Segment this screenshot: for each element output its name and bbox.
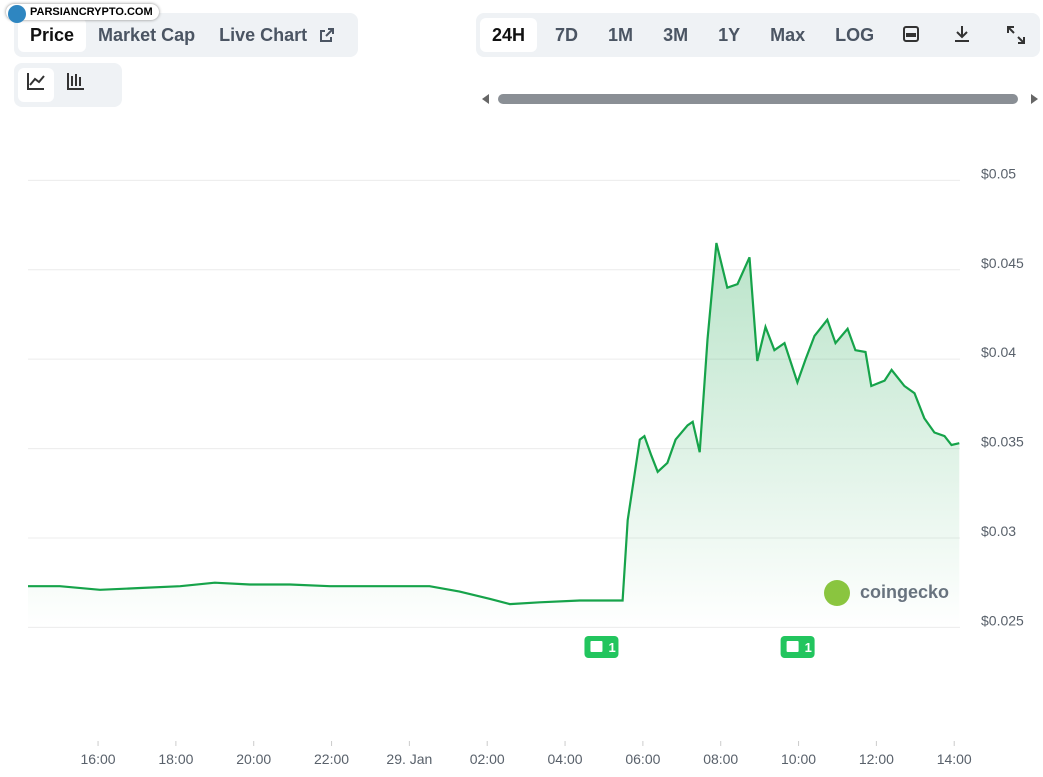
x-tick-label: 08:00 <box>703 751 738 767</box>
news-marker[interactable]: 1 <box>780 636 815 658</box>
news-count: 1 <box>805 640 812 655</box>
range[interactable]: 3M <box>663 25 689 45</box>
range[interactable]: 1M <box>608 25 634 45</box>
tab-group: Price Market Cap Live Chart <box>14 13 358 57</box>
price-line <box>28 242 960 606</box>
range[interactable]: Max <box>770 25 806 45</box>
y-tick-label: $0.05 <box>981 165 1016 181</box>
range[interactable]: 7D <box>555 25 579 45</box>
y-tick-label: $0.035 <box>981 434 1024 450</box>
y-tick-label: $0.045 <box>981 255 1024 271</box>
news-icon <box>786 641 799 652</box>
x-tick-label: 20:00 <box>236 751 271 767</box>
x-tick-label: 10:00 <box>781 751 816 767</box>
x-tick-label: 29. Jan <box>386 751 432 767</box>
x-tick-label: 04:00 <box>548 751 583 767</box>
tab[interactable]: Live Chart <box>219 25 308 45</box>
scrollbar[interactable] <box>480 90 1040 108</box>
x-tick-label: 16:00 <box>81 751 116 767</box>
y-tick-label: $0.03 <box>981 523 1016 539</box>
range[interactable]: 1Y <box>718 25 741 45</box>
external-icon <box>320 28 335 42</box>
x-tick-label: 18:00 <box>158 751 193 767</box>
x-tick-label: 06:00 <box>625 751 660 767</box>
range-group: 24H 7D 1M 3M 1Y Max LOG <box>476 13 1040 57</box>
x-tick-label: 12:00 <box>859 751 894 767</box>
news-icon <box>590 641 603 652</box>
candle-chart-button[interactable] <box>54 68 98 102</box>
x-tick-label: 02:00 <box>470 751 505 767</box>
tab[interactable]: Price <box>18 18 87 52</box>
area <box>28 243 960 628</box>
line-chart-button[interactable] <box>18 68 54 102</box>
x-tick-label: 14:00 <box>937 751 972 767</box>
tab[interactable]: Market Cap <box>98 25 196 45</box>
news-marker[interactable]: 1 <box>584 636 619 658</box>
chart-kind-group <box>14 63 122 107</box>
x-tick-label: 22:00 <box>314 751 349 767</box>
tool-icons[interactable] <box>894 23 1034 47</box>
range[interactable]: LOG <box>835 25 875 45</box>
range[interactable]: 24H <box>480 18 538 52</box>
y-tick-label: $0.04 <box>981 344 1016 360</box>
y-tick-label: $0.025 <box>981 612 1024 628</box>
watermark: PARSIANCRYPTO.COM <box>6 4 159 23</box>
news-count: 1 <box>608 640 615 655</box>
